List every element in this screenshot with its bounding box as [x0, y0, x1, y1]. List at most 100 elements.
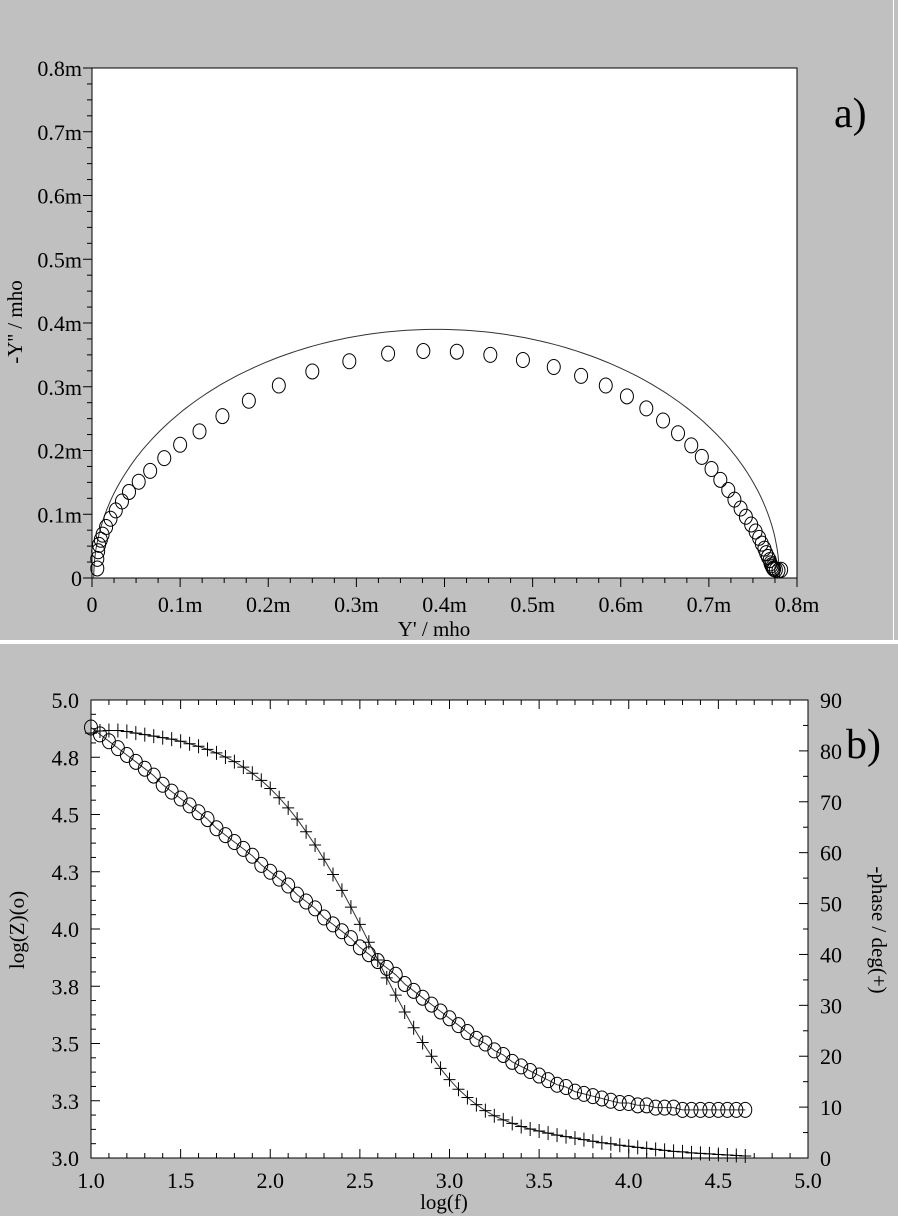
magnitude-point-circle: [200, 811, 215, 828]
magnitude-point-circle: [720, 1101, 735, 1118]
phase-point-plus: [165, 732, 178, 747]
data-point-circle: [271, 377, 286, 394]
y2-tick-labels-b: 0 10 20 30 40 50 60 70 80 90: [820, 688, 842, 1171]
magnitude-point-circle: [550, 1076, 565, 1093]
x-tick-label-a: 0.1m: [158, 592, 203, 617]
data-point-circle: [90, 560, 105, 577]
y2-tick-label-b: 0: [820, 1146, 831, 1171]
magnitude-point-circle: [630, 1097, 645, 1114]
data-point-circle: [95, 526, 110, 543]
phase-point-plus: [676, 1144, 689, 1159]
magnitude-point-circle: [469, 1030, 484, 1047]
y2-tick-label-b: 80: [820, 739, 842, 764]
magnitude-point-circle: [666, 1099, 681, 1116]
phase-point-plus: [353, 917, 366, 932]
data-point-circle: [733, 500, 748, 517]
magnitude-point-circle: [532, 1067, 547, 1084]
phase-point-plus: [425, 1049, 438, 1064]
phase-point-plus: [210, 745, 223, 760]
y-tick-label-b: 4.3: [52, 860, 80, 885]
panel-b-bode-plot: 1.0 1.5 2.0 2.5 3.0 3.5 4.0 4.5 5.0 3.0 3.3 3.5 3.8…: [0, 644, 898, 1216]
data-point-circle: [114, 493, 129, 510]
y-tick-label-a: 0.6m: [37, 184, 82, 209]
magnitude-point-circle: [585, 1088, 600, 1105]
data-point-circle: [143, 462, 158, 479]
phase-point-plus: [721, 1147, 734, 1162]
y2-tick-label-b: 50: [820, 892, 842, 917]
magnitude-point-circle: [343, 930, 358, 947]
x-tick-labels-b: 1.0 1.5 2.0 2.5 3.0 3.5 4.0 4.5 5.0: [77, 1168, 822, 1193]
y-tick-label-a: 0.7m: [37, 120, 82, 145]
y-tick-labels-a: 0 0.1m 0.2m 0.3m 0.4m 0.5m 0.6m 0.7m 0.8m: [37, 56, 82, 591]
phase-point-plus: [85, 726, 97, 741]
phase-point-plus: [604, 1136, 617, 1151]
phase-point-plus: [631, 1140, 644, 1155]
phase-point-plus: [470, 1097, 483, 1112]
phase-point-plus: [237, 760, 250, 775]
magnitude-point-circle: [657, 1099, 672, 1116]
phase-point-plus: [246, 766, 259, 781]
magnitude-point-circle: [514, 1058, 529, 1075]
phase-point-plus: [488, 1108, 501, 1123]
data-point-circle: [416, 343, 431, 360]
y-tick-labels-b: 3.0 3.3 3.5 3.8 4.0 4.3 4.5 4.8 5.0: [52, 688, 80, 1171]
panel-a-nyquist-plot: 0 0.1m 0.2m 0.3m 0.4m 0.5m 0.6m 0.7m 0.8m 0 0.1m 0…: [3, 0, 894, 640]
bode-chart-svg: 1.0 1.5 2.0 2.5 3.0 3.5 4.0 4.5 5.0 3.0 3.3 3.5 3.8…: [5, 688, 891, 1214]
x-tick-label-a: 0.8m: [775, 592, 820, 617]
y-tick-label-b: 5.0: [52, 688, 80, 713]
x-tick-label-a: 0.7m: [687, 592, 732, 617]
magnitude-point-circle: [567, 1083, 582, 1100]
x-tick-label-b: 2.0: [257, 1168, 285, 1193]
y-tick-label-b: 3.8: [52, 974, 80, 999]
phase-point-plus: [712, 1147, 725, 1162]
y-axis-title-b: log(Z)(o): [5, 891, 29, 969]
phase-point-plus: [658, 1143, 671, 1158]
data-point-circle: [754, 535, 769, 552]
data-point-circle: [704, 460, 719, 477]
x-tick-label-a: 0.3m: [334, 592, 379, 617]
phase-point-plus: [111, 723, 124, 738]
y2-tick-label-b: 60: [820, 841, 842, 866]
phase-point-plus: [416, 1035, 429, 1050]
phase-point-plus: [273, 790, 286, 805]
magnitude-point-circle: [603, 1092, 618, 1109]
phase-point-plus: [362, 935, 375, 950]
magnitude-point-circle: [702, 1101, 717, 1118]
magnitude-point-circle: [308, 900, 323, 917]
x-tick-label-b: 5.0: [794, 1168, 822, 1193]
phase-point-plus: [291, 812, 304, 827]
data-point-circle: [619, 388, 634, 405]
phase-point-plus: [461, 1090, 474, 1105]
magnitude-fit-line: [90, 727, 746, 1111]
phase-point-plus: [667, 1144, 680, 1159]
phase-point-plus: [398, 1004, 411, 1019]
x-tick-label-b: 4.0: [615, 1168, 643, 1193]
phase-point-plus: [326, 867, 339, 882]
phase-point-plus: [335, 883, 348, 898]
phase-point-plus: [685, 1145, 698, 1160]
data-point-circle: [99, 519, 114, 535]
data-point-circle: [449, 343, 464, 360]
data-point-circle: [546, 358, 561, 375]
data-point-circle: [91, 543, 106, 560]
magnitude-point-circle: [487, 1042, 502, 1059]
x-tick-label-b: 2.5: [346, 1168, 374, 1193]
phase-point-plus: [515, 1119, 528, 1134]
phase-point-plus: [156, 730, 169, 745]
phase-point-plus: [192, 739, 205, 754]
phase-point-plus: [219, 749, 232, 764]
x-tick-label-b: 3.0: [436, 1168, 464, 1193]
tick-marks-b: [90, 699, 809, 1159]
phase-point-plus: [282, 800, 295, 815]
y-tick-label-b: 4.0: [52, 917, 80, 942]
phase-point-plus: [138, 727, 151, 742]
phase-point-plus: [730, 1148, 743, 1163]
phase-point-plus: [389, 988, 402, 1003]
magnitude-point-circle: [146, 767, 161, 784]
magnitude-point-circle: [729, 1101, 744, 1118]
magnitude-point-circle: [594, 1090, 609, 1107]
magnitude-point-circle: [711, 1101, 726, 1118]
phase-point-plus: [120, 724, 133, 739]
x-tick-label-b: 4.5: [705, 1168, 733, 1193]
y-tick-label-b: 3.0: [52, 1146, 80, 1171]
